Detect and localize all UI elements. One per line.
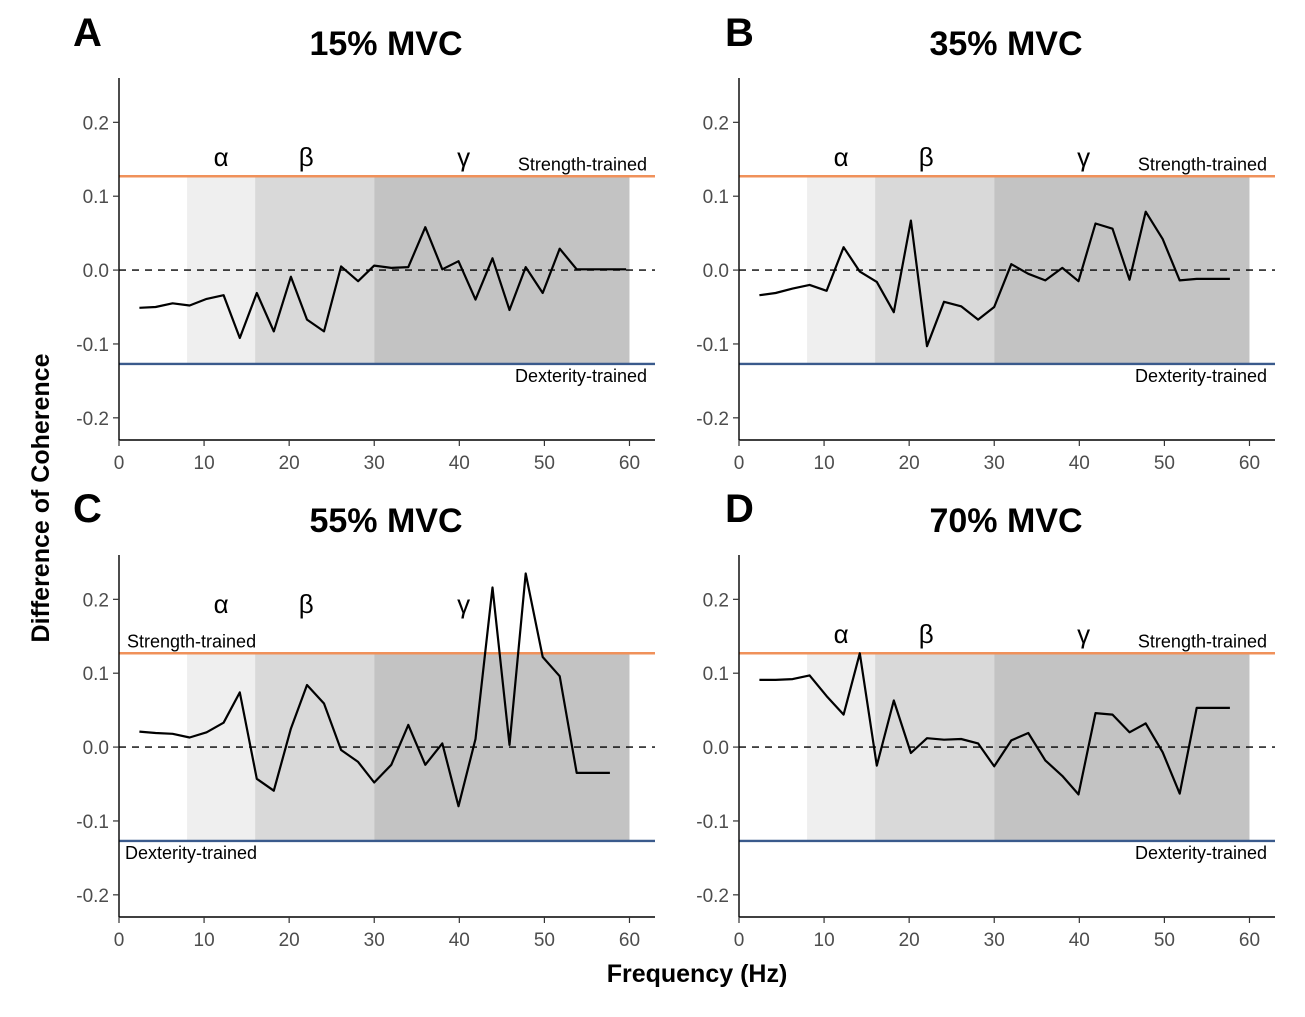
y-tick-label: 0.0 (83, 261, 109, 282)
x-tick-label: 20 (899, 930, 920, 951)
y-tick-label: 0.0 (703, 738, 729, 759)
y-tick-label: 0.1 (703, 187, 729, 208)
panel-letter: A (73, 11, 102, 55)
panel-d: -0.2 -0.1 0.0 0.1 0.2 0 10 20 30 40 50 60 α β γ Strengt… (696, 487, 1275, 951)
band-label-α: α (834, 142, 849, 172)
panel-letter: D (725, 487, 754, 531)
x-tick-label: 10 (814, 930, 835, 951)
y-tick-label: -0.2 (76, 409, 109, 430)
strength-trained-label: Strength-trained (1138, 154, 1267, 174)
x-tick-label: 40 (449, 453, 470, 474)
y-tick-label: -0.1 (696, 335, 729, 356)
x-tick-label: 0 (114, 453, 125, 474)
panel-letter: C (73, 487, 102, 531)
x-tick-label: 30 (984, 930, 1005, 951)
x-tick-label: 0 (734, 930, 745, 951)
x-tick-label: 30 (364, 930, 385, 951)
strength-trained-label: Strength-trained (518, 154, 647, 174)
x-tick-label: 50 (534, 930, 555, 951)
x-tick-label: 40 (449, 930, 470, 951)
y-tick-label: -0.2 (696, 886, 729, 907)
band-label-α: α (834, 619, 849, 649)
x-tick-label: 10 (194, 453, 215, 474)
y-tick-label: -0.2 (76, 886, 109, 907)
y-tick-label: 0.0 (703, 261, 729, 282)
y-tick-label: -0.1 (76, 812, 109, 833)
band-label-γ: γ (457, 142, 470, 172)
x-tick-label: 50 (1154, 453, 1175, 474)
y-tick-label: 0.2 (83, 113, 109, 134)
dexterity-trained-label: Dexterity-trained (1135, 366, 1267, 386)
panel-a: -0.2 -0.1 0.0 0.1 0.2 0 10 20 30 40 50 60 α β γ Strengt… (73, 11, 655, 474)
band-label-β: β (299, 142, 314, 172)
strength-trained-label: Strength-trained (127, 631, 256, 651)
x-tick-label: 20 (899, 453, 920, 474)
band-label-α: α (214, 142, 229, 172)
x-axis-title: Frequency (Hz) (607, 960, 788, 988)
panel-title: 55% MVC (309, 502, 462, 540)
y-tick-label: -0.1 (696, 812, 729, 833)
x-tick-label: 50 (534, 453, 555, 474)
coherence-series-line (759, 210, 1230, 348)
y-tick-label: 0.1 (83, 664, 109, 685)
x-tick-label: 10 (814, 453, 835, 474)
x-tick-label: 60 (1239, 453, 1260, 474)
dexterity-trained-label: Dexterity-trained (1135, 843, 1267, 863)
band-label-β: β (919, 142, 934, 172)
x-tick-label: 40 (1069, 930, 1090, 951)
band-label-β: β (299, 589, 314, 619)
band-label-γ: γ (457, 589, 470, 619)
y-tick-label: 0.0 (83, 738, 109, 759)
panel-title: 15% MVC (309, 25, 462, 63)
x-tick-label: 60 (619, 930, 640, 951)
x-tick-label: 0 (114, 930, 125, 951)
strength-trained-label: Strength-trained (1138, 631, 1267, 651)
x-tick-label: 30 (984, 453, 1005, 474)
coherence-series-line (139, 572, 610, 808)
y-tick-label: -0.1 (76, 335, 109, 356)
x-tick-label: 30 (364, 453, 385, 474)
y-tick-label: 0.2 (83, 590, 109, 611)
panel-b: -0.2 -0.1 0.0 0.1 0.2 0 10 20 30 40 50 60 α β γ Strengt… (696, 11, 1275, 474)
x-tick-label: 40 (1069, 453, 1090, 474)
y-tick-label: 0.1 (83, 187, 109, 208)
x-tick-label: 10 (194, 930, 215, 951)
x-tick-label: 20 (279, 930, 300, 951)
coherence-series-line (139, 226, 627, 340)
y-tick-label: 0.1 (703, 664, 729, 685)
y-tick-label: 0.2 (703, 113, 729, 134)
x-tick-label: 20 (279, 453, 300, 474)
x-tick-label: 50 (1154, 930, 1175, 951)
y-axis-title: Difference of Coherence (27, 353, 55, 642)
dexterity-trained-label: Dexterity-trained (125, 843, 257, 863)
x-tick-label: 0 (734, 453, 745, 474)
band-label-α: α (214, 589, 229, 619)
panel-title: 70% MVC (929, 502, 1082, 540)
panel-title: 35% MVC (929, 25, 1082, 63)
band-label-β: β (919, 619, 934, 649)
band-label-γ: γ (1077, 142, 1090, 172)
dexterity-trained-label: Dexterity-trained (515, 366, 647, 386)
y-tick-label: -0.2 (696, 409, 729, 430)
coherence-series-line (759, 652, 1230, 796)
panel-letter: B (725, 11, 754, 55)
x-tick-label: 60 (619, 453, 640, 474)
x-tick-label: 60 (1239, 930, 1260, 951)
band-label-γ: γ (1077, 619, 1090, 649)
panel-c: -0.2 -0.1 0.0 0.1 0.2 0 10 20 30 40 50 60 α β γ Strengt… (73, 487, 655, 951)
y-tick-label: 0.2 (703, 590, 729, 611)
